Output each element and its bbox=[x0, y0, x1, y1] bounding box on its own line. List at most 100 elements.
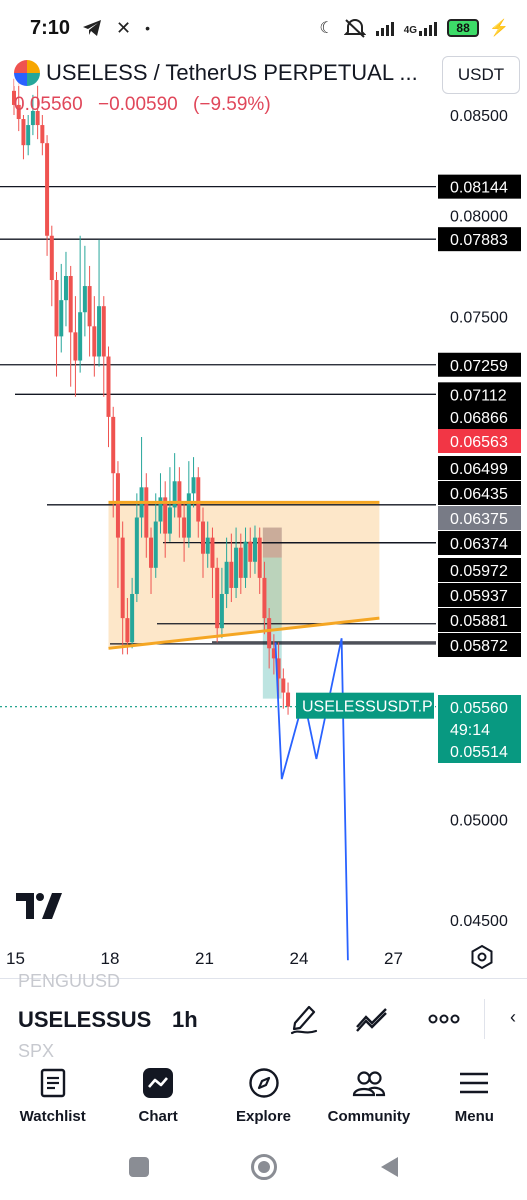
network-label: 4G bbox=[403, 25, 418, 36]
price-label: 0.06375 bbox=[450, 511, 508, 528]
candle-body bbox=[276, 658, 281, 679]
candle-body bbox=[54, 280, 59, 337]
chart-settings-icon[interactable] bbox=[471, 944, 493, 970]
draw-pen-icon[interactable] bbox=[284, 999, 324, 1039]
y-tick-label: 0.07500 bbox=[450, 309, 508, 326]
candle-body bbox=[45, 143, 50, 236]
status-bar: 7:10 ✕ • ☾ 4G 88 ⚡ bbox=[0, 0, 527, 56]
chart-area[interactable]: USELESSUSDT.P 0.08500 0.08000 0.07500 0.0500… bbox=[0, 56, 527, 976]
ticker-current[interactable]: USELESSUS bbox=[18, 1007, 152, 1032]
y-tick-label: 0.04500 bbox=[450, 913, 508, 930]
status-right-icons: ☾ 4G 88 ⚡ bbox=[319, 18, 509, 38]
status-left-icons: ✕ • bbox=[82, 18, 150, 39]
system-nav-bar bbox=[0, 1138, 527, 1200]
currency-select[interactable]: USDT bbox=[442, 56, 520, 94]
ticker-next[interactable]: SPX bbox=[18, 1041, 55, 1061]
symbol-title[interactable]: USELESS / TetherUS PERPETUAL ... bbox=[46, 60, 418, 85]
candle-body bbox=[201, 521, 205, 554]
status-time: 7:10 bbox=[30, 16, 71, 39]
candle-body bbox=[243, 541, 248, 578]
price-label: 0.07259 bbox=[450, 358, 508, 375]
compass-icon bbox=[247, 1066, 281, 1100]
candle-body bbox=[63, 276, 68, 301]
nav-label-explore: Explore bbox=[236, 1108, 292, 1125]
price-label-bg bbox=[438, 739, 521, 763]
ticker-prev[interactable]: PENGUUSD bbox=[18, 971, 121, 991]
price-label: 0.08144 bbox=[450, 180, 508, 197]
price-label-bg bbox=[438, 456, 521, 480]
nav-menu[interactable]: Menu bbox=[422, 1058, 527, 1138]
candle-body bbox=[35, 110, 40, 126]
candle-body bbox=[106, 356, 111, 417]
mute-icon bbox=[343, 19, 366, 38]
candle-body bbox=[149, 537, 154, 568]
nav-watchlist[interactable]: Watchlist bbox=[0, 1058, 105, 1138]
candle-body bbox=[262, 577, 267, 619]
price-label-bg bbox=[438, 695, 521, 719]
chart-icon bbox=[141, 1066, 175, 1100]
back-button[interactable] bbox=[378, 1155, 400, 1184]
chart-header[interactable]: USELESS / TetherUS PERPETUAL ... bbox=[14, 60, 418, 86]
collapse-toolbar-button[interactable]: ‹ bbox=[510, 1007, 516, 1027]
candle-body bbox=[120, 537, 125, 619]
candle-body bbox=[191, 477, 196, 494]
candle-body bbox=[16, 104, 21, 120]
community-icon bbox=[352, 1066, 386, 1100]
symbol-toolbar: PENGUUSD USELESSUS SPX 1h ‹ bbox=[0, 971, 527, 1061]
price-label: 0.06499 bbox=[450, 461, 508, 478]
candle-body bbox=[73, 332, 78, 361]
nav-chart[interactable]: Chart bbox=[105, 1058, 210, 1138]
more-options-icon[interactable] bbox=[424, 999, 464, 1039]
candle-body bbox=[267, 618, 272, 649]
price-label: 0.06563 bbox=[450, 434, 508, 451]
nav-label-chart: Chart bbox=[138, 1108, 178, 1125]
x-tick-label: 27 bbox=[384, 949, 403, 968]
price-label: 0.05514 bbox=[450, 744, 508, 761]
price-label-bg bbox=[438, 429, 521, 453]
indicators-icon[interactable] bbox=[352, 999, 392, 1039]
candle-body bbox=[115, 473, 120, 538]
price-chart[interactable]: USELESSUSDT.P 0.08500 0.08000 0.07500 0.0500… bbox=[0, 56, 527, 976]
battery-level: 88 bbox=[456, 21, 470, 35]
nav-community[interactable]: Community bbox=[316, 1058, 421, 1138]
watchlist-icon bbox=[36, 1066, 70, 1100]
candle-body bbox=[210, 537, 215, 568]
candle-body bbox=[12, 90, 16, 105]
y-tick-label: 0.08000 bbox=[450, 209, 508, 226]
candle-body bbox=[130, 593, 135, 643]
nav-label-watchlist: Watchlist bbox=[19, 1108, 86, 1125]
price-label-bg bbox=[438, 531, 521, 555]
price-label-bg bbox=[438, 583, 521, 607]
interval-button[interactable]: 1h bbox=[172, 1007, 198, 1032]
countdown-bg bbox=[438, 717, 521, 741]
network-4g-icon: 4G bbox=[403, 20, 438, 36]
candle-body bbox=[177, 481, 182, 518]
price-label-bg bbox=[438, 608, 521, 632]
home-button[interactable] bbox=[250, 1153, 278, 1186]
candle-body bbox=[87, 286, 92, 327]
countdown-label: 49:14 bbox=[450, 722, 490, 739]
symbol-tag: USELESSUSDT.P bbox=[302, 699, 433, 716]
change-absolute: −0.00590 bbox=[97, 94, 178, 115]
recents-button[interactable] bbox=[128, 1156, 150, 1183]
candle-body bbox=[219, 593, 224, 629]
candle-body bbox=[205, 537, 210, 554]
price-label-bg bbox=[438, 405, 521, 429]
candle-body bbox=[26, 125, 31, 146]
candle-body bbox=[101, 306, 106, 357]
charging-icon: ⚡ bbox=[489, 20, 509, 37]
nav-explore[interactable]: Explore bbox=[211, 1058, 316, 1138]
candle-body bbox=[196, 477, 201, 522]
price-label: 0.07883 bbox=[450, 232, 508, 249]
signal-icon bbox=[375, 20, 394, 36]
candle-body bbox=[286, 692, 291, 707]
price-label-bg bbox=[438, 352, 521, 377]
telegram-icon bbox=[83, 20, 102, 36]
price-label: 0.06435 bbox=[450, 486, 508, 503]
price-label: 0.05881 bbox=[450, 613, 508, 630]
exchange-logo-icon bbox=[14, 60, 40, 86]
nav-label-community: Community bbox=[327, 1108, 411, 1125]
candle-body bbox=[144, 487, 149, 538]
candle-body bbox=[172, 481, 177, 508]
candle-body bbox=[111, 416, 116, 474]
